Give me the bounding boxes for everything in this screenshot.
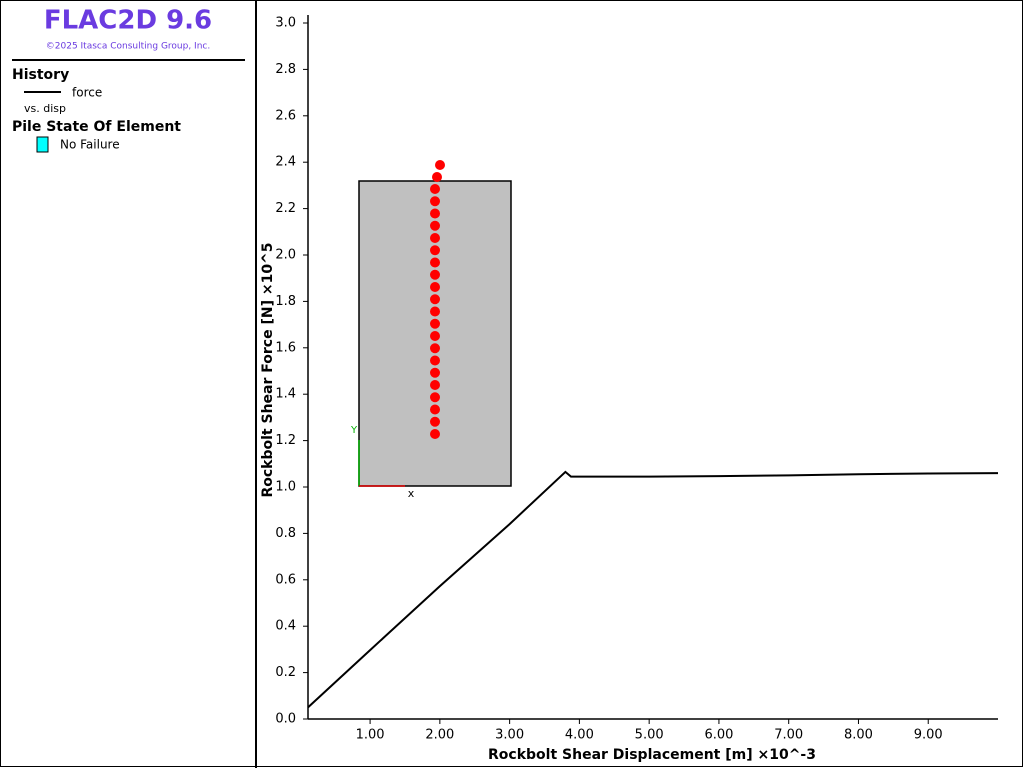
pile-node bbox=[430, 282, 440, 292]
pile-node bbox=[430, 196, 440, 207]
x-tick-label: 5.00 bbox=[635, 728, 664, 743]
x-tick-label: 8.00 bbox=[844, 728, 873, 743]
y-tick-label: 2.6 bbox=[275, 108, 296, 123]
pile-node bbox=[430, 404, 440, 415]
x-axis-title: Rockbolt Shear Displacement [m] ×10^-3 bbox=[488, 747, 816, 763]
pile-node bbox=[430, 257, 440, 268]
y-tick-label: 0.0 bbox=[275, 712, 296, 727]
pile-node bbox=[430, 184, 440, 194]
pile-node bbox=[430, 318, 440, 329]
model-y-label: Y bbox=[350, 425, 358, 436]
pile-node bbox=[430, 294, 440, 305]
y-tick-label: 2.8 bbox=[275, 62, 296, 77]
pile-node bbox=[435, 160, 445, 170]
y-tick-label: 0.6 bbox=[275, 572, 296, 587]
pile-node bbox=[430, 331, 440, 341]
pile-node bbox=[430, 306, 440, 317]
x-tick-label: 6.00 bbox=[704, 728, 733, 743]
x-tick-label: 1.00 bbox=[356, 728, 385, 743]
pile-node bbox=[430, 233, 440, 243]
x-tick-label: 3.00 bbox=[495, 728, 524, 743]
pile-node bbox=[432, 172, 442, 182]
copyright: ©2025 Itasca Consulting Group, Inc. bbox=[46, 42, 210, 52]
pile-node bbox=[430, 367, 440, 378]
pile-node bbox=[430, 355, 440, 366]
series-line bbox=[307, 470, 999, 709]
pile-node bbox=[430, 343, 440, 354]
pile-node bbox=[430, 269, 440, 280]
pile-node bbox=[430, 220, 440, 231]
y-tick-label: 0.4 bbox=[275, 619, 296, 634]
pile-node bbox=[430, 416, 440, 427]
y-tick-label: 2.4 bbox=[275, 155, 296, 170]
model-x-label: x bbox=[408, 487, 415, 500]
legend-heading: History bbox=[12, 67, 69, 83]
y-tick-label: 1.0 bbox=[275, 480, 296, 495]
x-tick-label: 9.00 bbox=[914, 728, 943, 743]
pile-node bbox=[430, 380, 440, 390]
pile-node bbox=[430, 429, 440, 439]
x-tick-label: 2.00 bbox=[425, 728, 454, 743]
y-tick-label: 3.0 bbox=[275, 16, 296, 31]
legend-entry: No Failure bbox=[60, 138, 120, 152]
y-tick-label: 1.8 bbox=[275, 294, 296, 309]
y-tick-label: 2.0 bbox=[275, 248, 296, 263]
pile-node bbox=[430, 245, 440, 256]
legend-swatch bbox=[36, 136, 49, 153]
legend-note: vs. disp bbox=[24, 102, 66, 115]
y-tick-label: 1.4 bbox=[275, 387, 296, 402]
y-axis-title: Rockbolt Shear Force [N] ×10^5 bbox=[260, 242, 276, 497]
y-tick-label: 0.2 bbox=[275, 665, 296, 680]
legend-entry: force bbox=[72, 86, 102, 100]
x-tick-label: 4.00 bbox=[565, 728, 594, 743]
y-tick-label: 1.6 bbox=[275, 340, 296, 355]
y-tick-label: 2.2 bbox=[275, 201, 296, 216]
pile-node bbox=[430, 208, 440, 219]
legend-heading: Pile State Of Element bbox=[12, 119, 181, 135]
pile-node bbox=[430, 392, 440, 403]
app-title: FLAC2D 9.6 bbox=[44, 6, 212, 36]
y-tick-label: 1.2 bbox=[275, 433, 296, 448]
x-tick-label: 7.00 bbox=[774, 728, 803, 743]
y-tick-label: 0.8 bbox=[275, 526, 296, 541]
model-view: Y x bbox=[350, 160, 512, 500]
